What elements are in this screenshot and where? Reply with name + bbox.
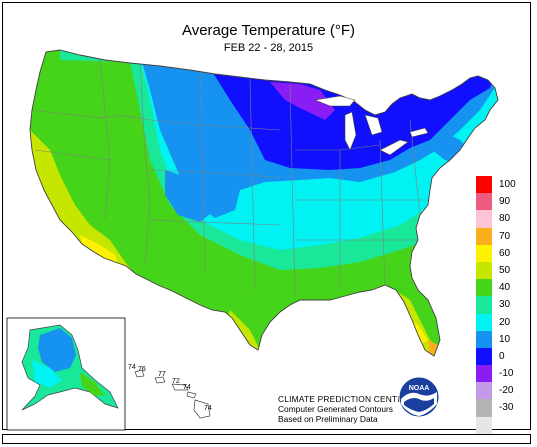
lake-superior — [313, 95, 356, 107]
legend-swatch — [476, 227, 492, 245]
legend-label: -30 — [499, 402, 514, 414]
alaska-map — [21, 324, 119, 411]
legend-swatch — [476, 279, 492, 297]
legend-swatch — [476, 210, 492, 228]
legend-swatch — [476, 176, 492, 194]
legend-label: 10 — [499, 333, 511, 345]
legend-swatch — [476, 193, 492, 211]
legend-swatch — [476, 347, 492, 366]
legend-item: 20 — [476, 313, 531, 331]
legend-label: -10 — [499, 368, 514, 380]
oahu — [154, 376, 166, 384]
bottom-strip — [2, 434, 531, 444]
legend-swatch — [476, 365, 492, 383]
legend-item: 90 — [476, 193, 531, 211]
lake-erie — [379, 139, 409, 156]
legend-label: 30 — [499, 299, 511, 311]
hawaii-islands — [134, 369, 211, 419]
lake-michigan — [344, 111, 357, 151]
credit-note: Based on Preliminary Data — [278, 414, 378, 424]
band-50-west — [30, 130, 150, 300]
legend-label: 0 — [499, 350, 505, 362]
lake-ontario — [409, 127, 429, 138]
credits: CLIMATE PREDICTION CENTER, NOAA Computer… — [278, 394, 439, 424]
noaa-logo-icon: NOAA — [398, 376, 440, 418]
legend-label: 90 — [499, 196, 511, 208]
hawaii-label: 72 — [172, 378, 180, 385]
big-island — [193, 399, 211, 419]
legend-item: 0 — [476, 347, 531, 366]
legend-label: 50 — [499, 264, 511, 276]
legend-swatch — [476, 399, 492, 417]
kauai — [134, 369, 145, 378]
legend-item: 100 — [476, 176, 531, 194]
legend-item: 30 — [476, 296, 531, 314]
hawaii-label: 74 — [204, 405, 212, 412]
legend-item: -30 — [476, 399, 531, 417]
hawaii-label: 74 — [128, 364, 136, 371]
legend-swatch — [476, 296, 492, 314]
legend-item: -20 — [476, 382, 531, 400]
legend-swatch — [476, 330, 492, 348]
legend-swatch — [476, 382, 492, 400]
legend-item: 10 — [476, 330, 531, 348]
legend-label: 70 — [499, 230, 511, 242]
legend-item: 40 — [476, 279, 531, 297]
temperature-legend: 100 90 80 70 60 50 40 30 20 10 0 -10 -20 -30 — [476, 176, 531, 434]
great-lakes — [313, 95, 429, 156]
band-10-rockies — [165, 170, 215, 222]
map-subtitle: FEB 22 - 28, 2015 — [223, 42, 314, 54]
legend-item: -10 — [476, 365, 531, 383]
us-outline — [29, 49, 499, 357]
molokai — [171, 383, 189, 391]
hawaii-label: 74 — [183, 384, 191, 391]
map-title: Average Temperature (°F) — [181, 22, 356, 39]
band-minus-10 — [270, 82, 335, 120]
legend-item — [476, 416, 531, 434]
credit-method: Computer Generated Contours — [278, 404, 393, 414]
legend-label: 40 — [499, 282, 511, 294]
legend-item: 60 — [476, 244, 531, 262]
lake-huron — [364, 114, 383, 136]
hawaii-label: 77 — [158, 371, 166, 378]
legend-swatch — [476, 244, 492, 262]
legend-swatch — [476, 261, 492, 280]
maui — [186, 391, 197, 399]
legend-label: 80 — [499, 213, 511, 225]
legend-swatch — [476, 313, 492, 331]
hawaii-label: 76 — [138, 366, 146, 373]
state-borders — [30, 59, 430, 296]
legend-item: 80 — [476, 210, 531, 228]
svg-text:NOAA: NOAA — [409, 385, 430, 392]
legend-item: 50 — [476, 261, 531, 280]
legend-label: 20 — [499, 316, 511, 328]
legend-label: 60 — [499, 247, 511, 259]
legend-label: 100 — [499, 179, 516, 190]
credit-agency: CLIMATE PREDICTION CENTER, NOAA — [278, 394, 439, 404]
legend-item: 70 — [476, 227, 531, 245]
legend-label: -20 — [499, 385, 514, 397]
legend-swatch — [476, 416, 492, 434]
